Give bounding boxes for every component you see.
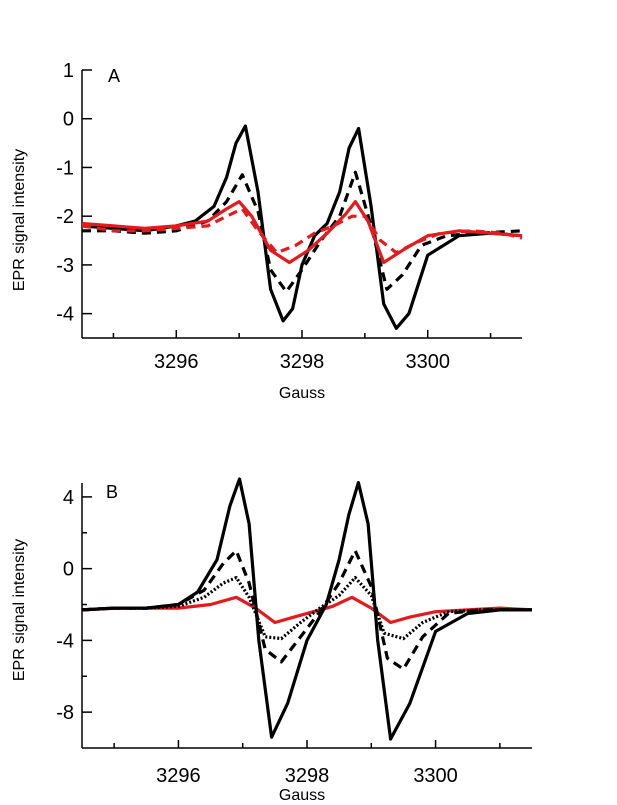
- panel-a-y-tick-label: -2: [56, 206, 74, 228]
- panel-a-x-tick-label: 3296: [154, 351, 199, 373]
- panel-b-series: [81, 477, 533, 741]
- panel-b-ticks: 3296 3298 3300 4 0 -4 -8: [56, 487, 501, 787]
- panel-b-y-tick-label: -4: [56, 630, 74, 652]
- panel-b-x-tick-label: 3300: [413, 765, 458, 787]
- panel-a-y-tick-label: 1: [63, 60, 74, 82]
- panel-b-chart: B Gauss EPR signal intensity 3296 3298 330…: [11, 477, 533, 804]
- panel-b-series-line-4: [81, 477, 532, 741]
- panel-a-x-tick-label: 3300: [405, 351, 450, 373]
- panel-b-x-tick-label: 3298: [285, 765, 330, 787]
- panel-a-y-tick-label: -1: [56, 157, 74, 179]
- panel-a-series-line-1: [81, 124, 523, 330]
- panel-b-x-axis-title: Gauss: [279, 787, 325, 804]
- panel-a-y-tick-label: -4: [56, 304, 74, 326]
- panel-b-letter: B: [106, 482, 118, 502]
- panel-b-y-axis-title: EPR signal intensity: [11, 539, 28, 681]
- panel-a-series-line-4: [81, 207, 523, 255]
- panel-b-y-tick-label: -8: [56, 702, 74, 724]
- panel-b-y-tick-label: 4: [63, 487, 74, 509]
- panel-b-y-tick-label: 0: [63, 559, 74, 581]
- panel-a-y-tick-label: -3: [56, 255, 74, 277]
- panel-a-letter: A: [108, 66, 120, 86]
- panel-a-y-tick-label: 0: [63, 109, 74, 131]
- panel-a-ticks: 3296 3298 3300 1 0 -1 -2 -3 -4: [56, 60, 492, 373]
- panel-b-x-tick-label: 3296: [156, 765, 201, 787]
- panel-b-series-line-2: [81, 575, 532, 641]
- panel-a-series: [81, 124, 523, 330]
- panel-a-x-axis-title: Gauss: [279, 385, 325, 402]
- panel-a-x-tick-label: 3298: [280, 351, 325, 373]
- panel-a-chart: A Gauss EPR signal intensity 3296 3298 330…: [11, 60, 523, 402]
- panel-a-y-axis-title: EPR signal intensity: [11, 149, 28, 291]
